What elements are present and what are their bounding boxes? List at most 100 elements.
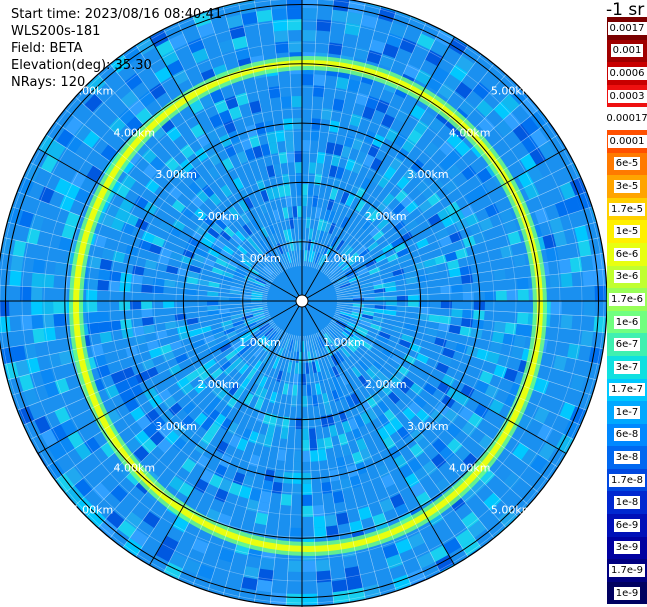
range-gate-cell [253, 313, 265, 320]
ray-separator [308, 2, 366, 267]
range-gate-cell [377, 413, 391, 427]
range-gate-cell [166, 265, 179, 275]
range-gate-cell [380, 473, 396, 489]
range-gate-cell [437, 207, 451, 221]
range-gate-cell [574, 225, 589, 243]
ray-separator [55, 321, 274, 481]
range-gate-cell [399, 37, 417, 54]
range-gate-cell [207, 301, 219, 306]
ray-separator [334, 191, 587, 289]
range-gate-cell [407, 294, 419, 301]
range-gate-cell [553, 355, 568, 372]
range-gate-cell [293, 373, 299, 385]
range-gate-cell [168, 185, 183, 200]
range-gate-cell [74, 442, 92, 461]
ray-separator [329, 322, 540, 494]
range-gate-cell [386, 252, 399, 263]
range-gate-cell [211, 266, 224, 276]
field-label: Field: BETA [11, 41, 83, 56]
ray-separator [329, 108, 540, 280]
range-gate-cell [227, 259, 239, 268]
ray-separator [336, 302, 607, 318]
range-gate-cell [0, 316, 11, 333]
colorbar-cell: 0.0001 [607, 129, 647, 153]
range-gate-cell [224, 95, 239, 110]
range-gate-cell [359, 320, 372, 328]
range-gate-cell [145, 178, 160, 194]
colorbar-tick-label: 0.001 [610, 44, 644, 58]
range-gate-cell [328, 42, 343, 56]
range-gate-cell [384, 281, 396, 288]
range-gate-cell [243, 196, 254, 210]
range-gate-cell [42, 314, 55, 329]
ray-separator [305, 335, 335, 605]
range-gate-cell [84, 93, 103, 113]
range-gate-cell [332, 0, 350, 12]
range-gate-cell [427, 213, 442, 226]
range-gate-cell [346, 576, 363, 591]
range-gate-cell [276, 243, 284, 255]
range-gate-cell [337, 277, 349, 285]
range-gate-cell [549, 217, 564, 234]
colorbar-tick-label: 1.7e-6 [608, 292, 646, 306]
range-gate-cell [430, 545, 449, 563]
ray-separator [238, 2, 296, 267]
range-gate-cell [533, 406, 550, 425]
range-gate-cell [150, 30, 169, 48]
range-ring-label: 5.00km [491, 84, 533, 97]
range-gate-cell [54, 177, 71, 196]
range-gate-cell [361, 218, 373, 231]
range-gate-cell [400, 333, 414, 343]
range-gate-cell [493, 101, 512, 120]
range-gate-cell [54, 377, 70, 395]
range-gate-cell [335, 239, 345, 251]
azimuth-spoke [301, 300, 455, 566]
range-gate-cell [324, 369, 333, 381]
range-gate-cell [90, 343, 104, 357]
range-gate-cell [168, 552, 188, 569]
range-gate-cell [350, 337, 362, 347]
range-gate-cell [290, 395, 298, 407]
colorbar-cell: 1.7e-8 [607, 468, 647, 492]
range-gate-cell [200, 431, 215, 446]
range-gate-cell [58, 236, 73, 252]
range-gate-cell [455, 342, 469, 355]
ray-separator [305, 0, 335, 267]
range-gate-cell [476, 348, 490, 361]
range-gate-cell [343, 246, 354, 258]
range-gate-cell [302, 494, 313, 506]
range-gate-cell [385, 296, 397, 301]
range-gate-cell [251, 330, 263, 341]
ray-separator [331, 134, 558, 283]
range-gate-cell [310, 339, 316, 351]
range-gate-cell [259, 557, 275, 571]
range-gate-cell [427, 192, 442, 207]
range-gate-cell [387, 391, 401, 405]
range-gate-cell [164, 156, 180, 172]
range-gate-cell [361, 340, 373, 351]
range-gate-cell [372, 230, 385, 242]
range-ring-label: 4.00km [449, 126, 491, 139]
range-gate-cell [512, 123, 531, 142]
range-gate-cell [256, 9, 273, 23]
range-gate-cell [313, 74, 326, 87]
range-gate-cell [468, 477, 486, 495]
colorbar-cell: 6e-6 [607, 242, 647, 266]
range-gate-cell [220, 184, 233, 198]
ray-separator [333, 316, 574, 440]
range-gate-cell [9, 270, 22, 287]
range-gate-cell [372, 375, 385, 388]
range-gate-cell [48, 442, 66, 461]
range-gate-cell [390, 354, 404, 365]
range-gate-cell [142, 423, 158, 439]
range-gate-cell [437, 82, 455, 100]
azimuth-spoke [149, 36, 303, 302]
range-gate-cell [332, 98, 345, 112]
range-gate-cell [393, 242, 407, 253]
range-gate-cell [455, 529, 475, 547]
range-gate-cell [251, 290, 263, 295]
range-gate-cell [20, 315, 33, 331]
range-gate-cell [424, 141, 440, 157]
range-gate-cell [275, 415, 284, 428]
range-gate-cell [327, 356, 336, 368]
